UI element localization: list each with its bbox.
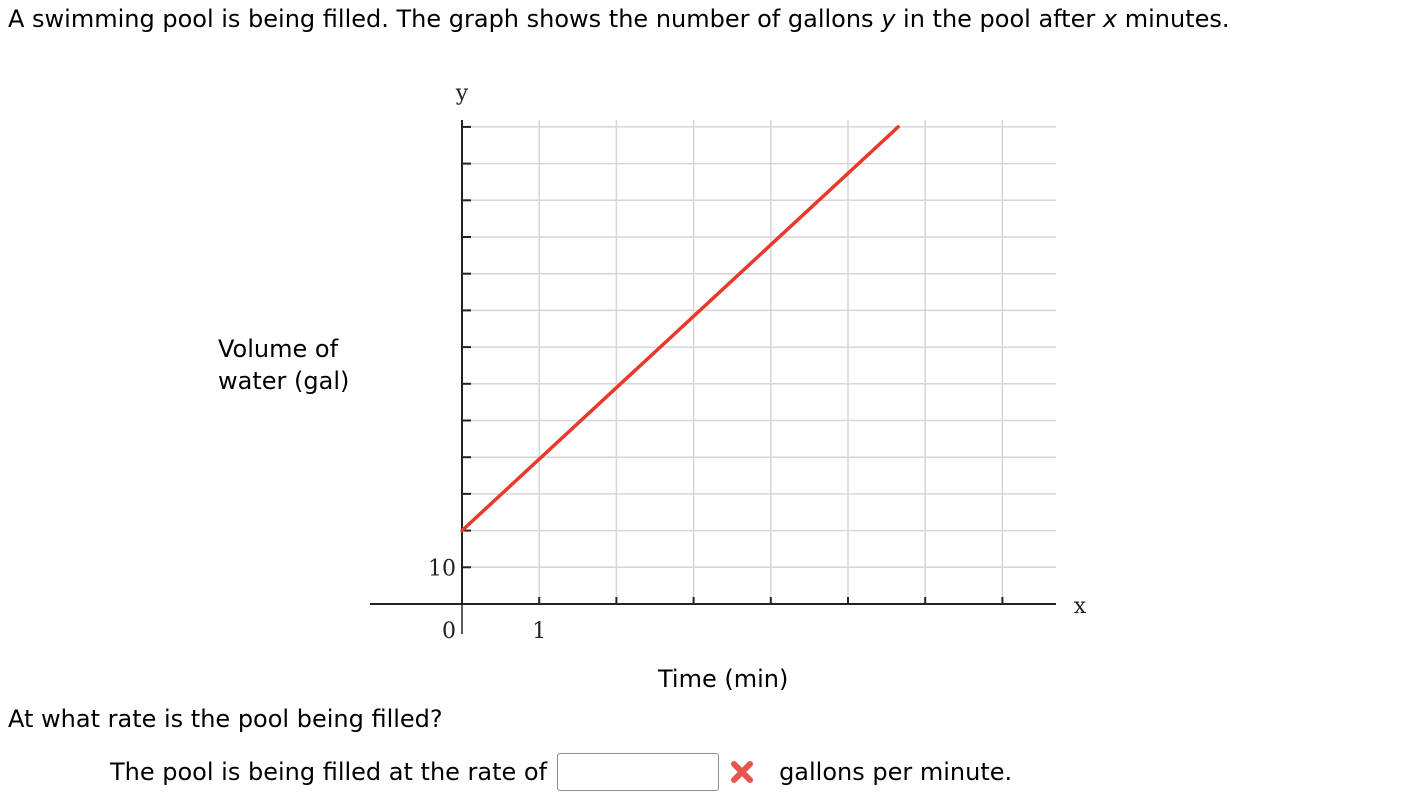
question-part-2: in the pool after: [895, 5, 1103, 33]
x-axis-letter: x: [1074, 594, 1087, 619]
answer-prefix: The pool is being filled at the rate of: [110, 758, 548, 786]
y-axis-label-line-1: Volume of: [218, 335, 339, 363]
question-part-3: minutes.: [1117, 5, 1230, 33]
x-tick-label: 1: [532, 619, 546, 644]
y-tick-label: 10: [428, 556, 456, 581]
x-tick-label: 0: [442, 619, 456, 644]
question-variable-x: x: [1102, 5, 1118, 33]
y-axis-letter: y: [455, 81, 469, 106]
prompt-text: At what rate is the pool being filled?: [8, 705, 443, 733]
answer-row: The pool is being filled at the rate of …: [110, 751, 1012, 793]
answer-suffix: gallons per minute.: [779, 758, 1013, 786]
y-axis-label: Volume of water (gal): [218, 333, 349, 397]
y-axis-label-line-2: water (gal): [218, 367, 350, 395]
question-variable-y: y: [881, 5, 896, 33]
question-part-1: A swimming pool is being filled. The gra…: [8, 5, 882, 33]
series-line: [460, 125, 900, 533]
rate-answer-input[interactable]: [557, 753, 720, 791]
x-axis-label: Time (min): [658, 665, 789, 693]
question-text: A swimming pool is being filled. The gra…: [8, 5, 1229, 33]
incorrect-x-icon: [731, 761, 754, 783]
